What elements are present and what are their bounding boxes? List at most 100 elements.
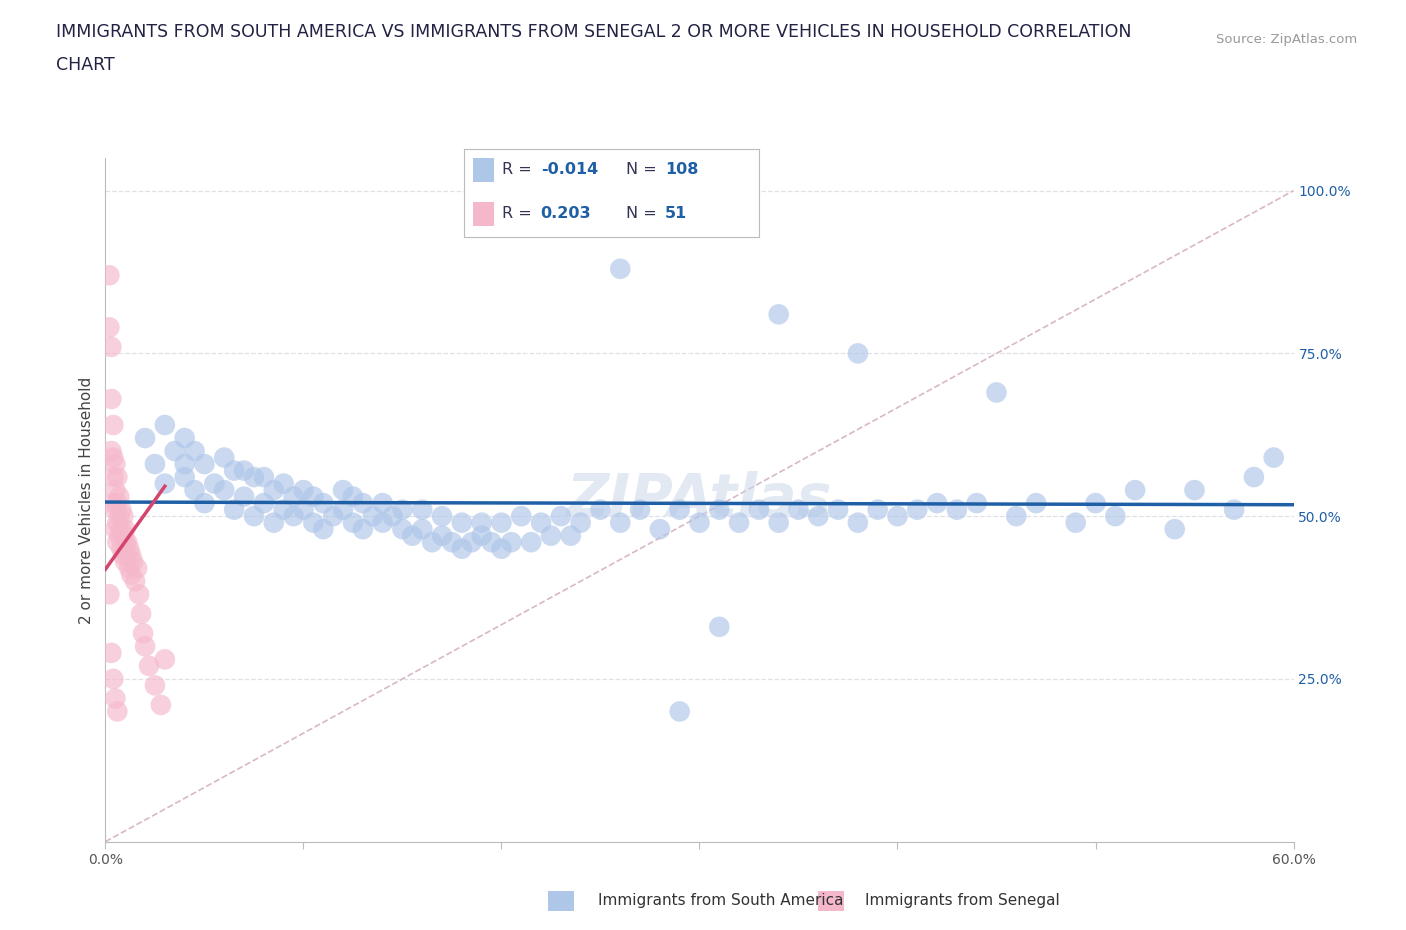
Point <box>292 483 315 498</box>
Point <box>420 535 443 550</box>
Point <box>312 496 335 511</box>
Point <box>105 704 128 719</box>
Point <box>105 515 128 530</box>
Point <box>709 619 731 634</box>
Point <box>905 502 928 517</box>
Point <box>173 470 195 485</box>
Point <box>440 535 463 550</box>
Point <box>153 418 176 432</box>
Point <box>609 261 631 276</box>
Point <box>1184 483 1206 498</box>
Point <box>846 515 869 530</box>
Point <box>450 541 472 556</box>
Point <box>560 528 582 543</box>
Point <box>103 418 125 432</box>
Text: IMMIGRANTS FROM SOUTH AMERICA VS IMMIGRANTS FROM SENEGAL 2 OR MORE VEHICLES IN H: IMMIGRANTS FROM SOUTH AMERICA VS IMMIGRA… <box>56 23 1132 41</box>
Point <box>108 528 131 543</box>
Point <box>103 496 125 511</box>
Point <box>224 463 246 478</box>
Point <box>103 450 125 465</box>
Point <box>104 522 127 537</box>
Point <box>114 535 136 550</box>
Point <box>100 444 122 458</box>
Point <box>689 515 711 530</box>
Point <box>628 502 651 517</box>
Point <box>807 509 830 524</box>
Point <box>461 535 484 550</box>
Point <box>342 515 364 530</box>
Point <box>110 522 132 537</box>
Point <box>233 489 256 504</box>
Text: R =: R = <box>502 162 537 177</box>
Point <box>401 528 423 543</box>
Point <box>183 444 205 458</box>
Point <box>1064 515 1087 530</box>
Point <box>1223 502 1246 517</box>
Point <box>342 489 364 504</box>
Point <box>589 502 612 517</box>
Text: ZIPAtlas: ZIPAtlas <box>567 472 832 528</box>
Point <box>243 509 266 524</box>
Point <box>173 431 195 445</box>
Point <box>163 444 186 458</box>
Point <box>332 483 354 498</box>
Point <box>118 561 141 576</box>
Point <box>214 450 236 465</box>
Point <box>609 515 631 530</box>
Point <box>1243 470 1265 485</box>
Point <box>134 639 156 654</box>
Point <box>138 658 160 673</box>
Point <box>105 496 128 511</box>
Point <box>768 307 790 322</box>
Point <box>124 574 146 589</box>
Point <box>103 671 125 686</box>
Text: R =: R = <box>502 206 537 221</box>
Point <box>292 502 315 517</box>
Point <box>352 522 374 537</box>
Point <box>450 515 472 530</box>
Point <box>361 509 384 524</box>
Point <box>263 483 285 498</box>
Point <box>569 515 592 530</box>
Text: 108: 108 <box>665 162 699 177</box>
Point <box>98 268 121 283</box>
Point <box>540 528 562 543</box>
Point <box>134 431 156 445</box>
Point <box>153 476 176 491</box>
Point <box>491 541 513 556</box>
Point <box>104 457 127 472</box>
Point <box>986 385 1008 400</box>
Point <box>127 561 149 576</box>
Point <box>430 509 453 524</box>
Point <box>122 554 145 569</box>
Point <box>787 502 810 517</box>
Point <box>827 502 849 517</box>
Point <box>105 470 128 485</box>
Point <box>112 548 135 563</box>
Point <box>846 346 869 361</box>
Point <box>193 496 215 511</box>
Point <box>115 548 138 563</box>
Point <box>391 502 413 517</box>
Point <box>253 470 276 485</box>
Point <box>110 502 132 517</box>
Point <box>132 626 155 641</box>
Point <box>98 320 121 335</box>
Text: N =: N = <box>627 206 662 221</box>
Point <box>143 678 166 693</box>
Point <box>866 502 889 517</box>
Point <box>668 704 690 719</box>
Y-axis label: 2 or more Vehicles in Household: 2 or more Vehicles in Household <box>79 377 94 623</box>
Point <box>550 509 572 524</box>
Text: 51: 51 <box>665 206 688 221</box>
Text: 0.203: 0.203 <box>541 206 592 221</box>
Point <box>748 502 770 517</box>
Point <box>371 496 394 511</box>
Point <box>128 587 150 602</box>
Point <box>108 489 131 504</box>
Point <box>114 522 136 537</box>
Point <box>411 522 433 537</box>
Point <box>728 515 751 530</box>
Point <box>129 606 152 621</box>
Point <box>143 457 166 472</box>
